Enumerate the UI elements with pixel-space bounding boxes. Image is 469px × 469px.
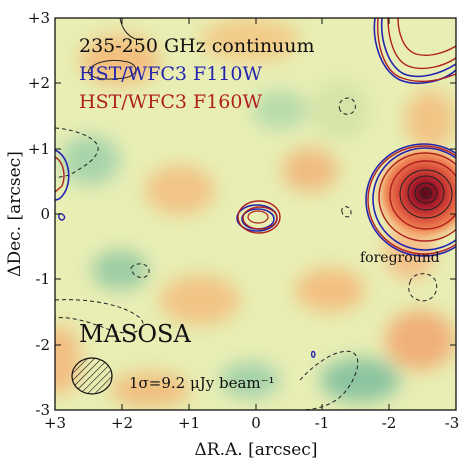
field-name: MASOSA [79,320,191,348]
x-tick-label: +1 [178,414,200,432]
axis-ticks [55,18,456,410]
legend: 235-250 GHz continuum HST/WFC3 F110W HST… [79,35,315,113]
foreground-contours [365,143,456,257]
x-tick-label: 0 [251,414,261,432]
x-tick-label: +2 [111,414,133,432]
y-tick-label: -1 [35,270,50,288]
y-tick-label: 0 [40,205,50,223]
y-tick-labels: -3 -2 -1 0 +1 +2 +3 [28,9,50,419]
noise-map [55,18,456,410]
x-tick-label: +3 [44,414,66,432]
top-left-contours [87,18,143,80]
legend-entry-f110w: HST/WFC3 F110W [79,63,262,85]
x-tick-label: -3 [445,414,460,432]
legend-entry-f160w: HST/WFC3 F160W [79,91,262,113]
y-axis-label: ΔDec. [arcsec] [5,151,25,277]
x-tick-label: -2 [382,414,397,432]
x-tick-labels: +3 +2 +1 0 -1 -2 -3 [44,414,459,432]
y-tick-label: -2 [35,336,50,354]
noise-label: 1σ=9.2 μJy beam⁻¹ [129,374,275,392]
x-tick-label: -1 [315,414,330,432]
foreground-label: foreground [360,250,440,266]
target-source-contours [236,200,281,234]
beam-ellipse [71,357,113,395]
edge-source-contours-left [55,149,316,358]
negative-contours [55,97,438,410]
y-tick-label: +3 [28,9,50,27]
edge-source-contours-top-right [373,18,456,85]
x-axis-label: ΔR.A. [arcsec] [195,440,318,460]
y-tick-label: -3 [35,401,50,419]
legend-entry-continuum: 235-250 GHz continuum [79,35,315,57]
y-tick-label: +1 [28,140,50,158]
y-tick-label: +2 [28,74,50,92]
